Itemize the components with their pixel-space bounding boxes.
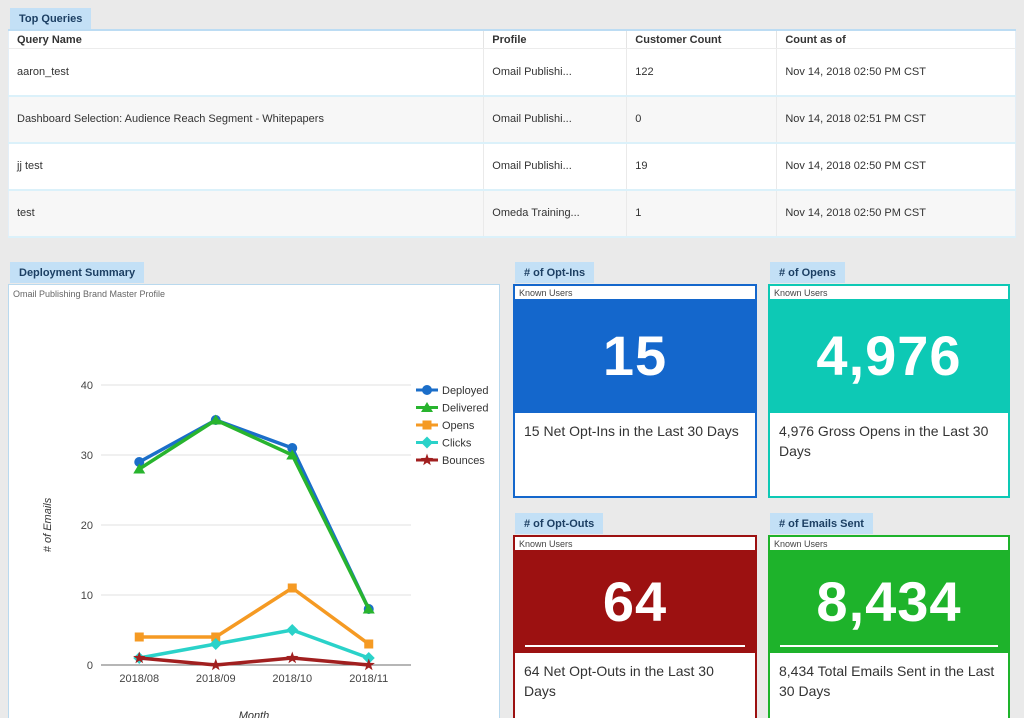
square-marker: [423, 421, 432, 430]
tab-opens[interactable]: # of Opens: [770, 262, 845, 283]
table-header-row: Query Name Profile Customer Count Count …: [9, 30, 1016, 49]
kpi-description: 8,434 Total Emails Sent in the Last 30 D…: [770, 653, 1008, 710]
kpi-panel-emails-sent: # of Emails Sent Known Users 8,434 8,434…: [768, 513, 1010, 718]
star-marker: [421, 454, 433, 466]
kpi-value-block: 64: [515, 550, 755, 653]
kpi-card-opens[interactable]: Known Users 4,976 4,976 Gross Opens in t…: [768, 284, 1010, 498]
profile-cell: Omeda Training...: [484, 190, 627, 237]
tab-deployment-summary[interactable]: Deployment Summary: [10, 262, 144, 283]
kpi-subtitle: Known Users: [770, 286, 1008, 299]
top-queries-table: Query Name Profile Customer Count Count …: [8, 29, 1016, 238]
column-header-query-name: Query Name: [9, 30, 484, 49]
count-as-of-cell: Nov 14, 2018 02:50 PM CST: [777, 49, 1016, 96]
profile-cell: Omail Publishi...: [484, 96, 627, 143]
kpi-panel-opt-outs: # of Opt-Outs Known Users 64 64 Net Opt-…: [513, 513, 757, 718]
table-row[interactable]: test Omeda Training... 1 Nov 14, 2018 02…: [9, 190, 1016, 237]
top-queries-panel: Top Queries Query Name Profile Customer …: [8, 8, 1016, 238]
customer-count-cell: 19: [627, 143, 777, 190]
profile-cell: Omail Publishi...: [484, 49, 627, 96]
kpi-value-block: 8,434: [770, 550, 1008, 653]
kpi-subtitle: Known Users: [770, 537, 1008, 550]
legend-label-delivered: Delivered: [442, 403, 488, 415]
kpi-rule: [525, 645, 745, 647]
y-tick-label: 20: [81, 520, 93, 532]
deployment-summary-panel: Deployment Summary Omail Publishing Bran…: [8, 262, 500, 718]
query-name-cell: test: [9, 190, 484, 237]
count-as-of-cell: Nov 14, 2018 02:51 PM CST: [777, 96, 1016, 143]
tab-opt-outs[interactable]: # of Opt-Outs: [515, 513, 603, 534]
square-marker: [288, 584, 297, 593]
legend-label-clicks: Clicks: [442, 438, 472, 450]
kpi-value: 15: [603, 328, 667, 384]
kpi-subtitle: Known Users: [515, 286, 755, 299]
table-row[interactable]: jj test Omail Publishi... 19 Nov 14, 201…: [9, 143, 1016, 190]
query-name-cell: Dashboard Selection: Audience Reach Segm…: [9, 96, 484, 143]
customer-count-cell: 122: [627, 49, 777, 96]
customer-count-cell: 1: [627, 190, 777, 237]
legend-label-deployed: Deployed: [442, 385, 488, 397]
y-tick-label: 10: [81, 590, 93, 602]
kpi-card-opt-ins[interactable]: Known Users 15 15 Net Opt-Ins in the Las…: [513, 284, 757, 498]
square-marker: [364, 640, 373, 649]
deployment-chart-card: Omail Publishing Brand Master Profile 0 10…: [8, 284, 500, 718]
column-header-profile: Profile: [484, 30, 627, 49]
kpi-value: 8,434: [816, 574, 961, 630]
circle-marker: [422, 385, 432, 395]
table-row[interactable]: Dashboard Selection: Audience Reach Segm…: [9, 96, 1016, 143]
series-line-bounces: [139, 658, 369, 665]
diamond-marker: [286, 624, 298, 636]
kpi-value: 4,976: [816, 328, 961, 384]
square-marker: [135, 633, 144, 642]
y-axis-title: # of Emails: [42, 497, 54, 552]
count-as-of-cell: Nov 14, 2018 02:50 PM CST: [777, 143, 1016, 190]
kpi-value: 64: [603, 574, 667, 630]
column-header-customer-count: Customer Count: [627, 30, 777, 49]
kpi-subtitle: Known Users: [515, 537, 755, 550]
x-axis-title: Month: [239, 710, 270, 718]
profile-cell: Omail Publishi...: [484, 143, 627, 190]
customer-count-cell: 0: [627, 96, 777, 143]
kpi-value-block: 4,976: [770, 299, 1008, 413]
y-tick-label: 40: [81, 380, 93, 392]
series-line-clicks: [139, 630, 369, 658]
query-name-cell: aaron_test: [9, 49, 484, 96]
tab-emails-sent[interactable]: # of Emails Sent: [770, 513, 873, 534]
query-name-cell: jj test: [9, 143, 484, 190]
column-header-count-as-of: Count as of: [777, 30, 1016, 49]
kpi-card-emails-sent[interactable]: Known Users 8,434 8,434 Total Emails Sen…: [768, 535, 1010, 718]
x-tick-label: 2018/08: [119, 673, 159, 685]
tab-top-queries[interactable]: Top Queries: [10, 8, 91, 29]
diamond-marker: [421, 437, 433, 449]
kpi-description: 64 Net Opt-Outs in the Last 30 Days: [515, 653, 755, 710]
kpi-panel-opens: # of Opens Known Users 4,976 4,976 Gross…: [768, 262, 1010, 498]
chart-title: Omail Publishing Brand Master Profile: [13, 289, 165, 299]
kpi-description: 4,976 Gross Opens in the Last 30 Days: [770, 413, 1008, 470]
kpi-panel-opt-ins: # of Opt-Ins Known Users 15 15 Net Opt-I…: [513, 262, 757, 498]
tab-opt-ins[interactable]: # of Opt-Ins: [515, 262, 594, 283]
series-line-delivered: [139, 420, 369, 609]
deployment-line-chart[interactable]: Omail Publishing Brand Master Profile 0 10…: [9, 285, 499, 718]
kpi-card-opt-outs[interactable]: Known Users 64 64 Net Opt-Outs in the La…: [513, 535, 757, 718]
x-tick-label: 2018/11: [349, 673, 388, 685]
kpi-rule: [780, 645, 998, 647]
table-row[interactable]: aaron_test Omail Publishi... 122 Nov 14,…: [9, 49, 1016, 96]
kpi-value-block: 15: [515, 299, 755, 413]
x-tick-label: 2018/09: [196, 673, 236, 685]
kpi-description: 15 Net Opt-Ins in the Last 30 Days: [515, 413, 755, 449]
count-as-of-cell: Nov 14, 2018 02:50 PM CST: [777, 190, 1016, 237]
y-tick-label: 30: [81, 450, 93, 462]
x-tick-label: 2018/10: [272, 673, 312, 685]
legend-label-opens: Opens: [442, 420, 475, 432]
legend-label-bounces: Bounces: [442, 455, 485, 467]
y-tick-label: 0: [87, 660, 93, 672]
